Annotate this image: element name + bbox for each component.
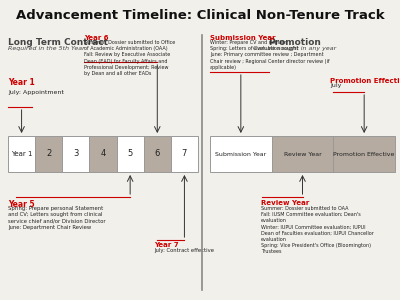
Text: Promotion Effective: Promotion Effective [330, 78, 400, 84]
Text: Required in the 5th Year: Required in the 5th Year [8, 46, 85, 51]
Text: Promotion: Promotion [268, 38, 322, 47]
Text: Year 1: Year 1 [8, 78, 35, 87]
Text: Submission Year: Submission Year [210, 35, 276, 41]
Bar [272, 136, 333, 172]
Bar [90, 136, 116, 172]
Text: Spring: Prepare personal Statement
and CV; Letters sought from clinical
service : Spring: Prepare personal Statement and C… [8, 206, 106, 230]
Bar [210, 136, 272, 172]
Text: July: Appointment: July: Appointment [8, 90, 64, 95]
Text: Year 1: Year 1 [11, 151, 32, 157]
Bar [116, 136, 144, 172]
Text: Promotion Effective: Promotion Effective [334, 152, 395, 157]
Text: 4: 4 [100, 149, 106, 158]
Text: 3: 3 [73, 149, 78, 158]
Text: 5: 5 [128, 149, 133, 158]
Text: Summer: Dossier submitted to OAA
Fall: IUSM Committee evaluation; Dean's
evaluat: Summer: Dossier submitted to OAA Fall: I… [260, 206, 374, 254]
Text: Advancement Timeline: Clinical Non-Tenure Track: Advancement Timeline: Clinical Non-Tenur… [16, 9, 384, 22]
Bar [35, 136, 62, 172]
Text: Can be sought in any year: Can be sought in any year [253, 46, 337, 51]
Bar [333, 136, 395, 172]
Text: 7: 7 [182, 149, 187, 158]
Bar [62, 136, 90, 172]
Text: Review Year: Review Year [284, 152, 321, 157]
Text: Submission Year: Submission Year [215, 152, 266, 157]
Bar [8, 136, 35, 172]
Text: 2: 2 [46, 149, 51, 158]
Bar [171, 136, 198, 172]
Text: Long Term Contract: Long Term Contract [8, 38, 108, 47]
Text: Year 5: Year 5 [8, 200, 35, 209]
Bar [144, 136, 171, 172]
Text: Year 6: Year 6 [84, 35, 108, 41]
Text: Year 7: Year 7 [154, 242, 179, 248]
Text: Winter: Prepare CV and dossier
Spring: Letters of evaluation sought
June: Primar: Winter: Prepare CV and dossier Spring: L… [210, 40, 330, 70]
Text: July: July [330, 83, 342, 88]
Text: Review Year: Review Year [260, 200, 309, 206]
Text: 6: 6 [154, 149, 160, 158]
Text: Summer: Dossier submitted to Office
of Academic Administration (OAA)
Fall: Revie: Summer: Dossier submitted to Office of A… [84, 40, 175, 76]
Text: July: Contract effective: July: Contract effective [154, 248, 214, 253]
